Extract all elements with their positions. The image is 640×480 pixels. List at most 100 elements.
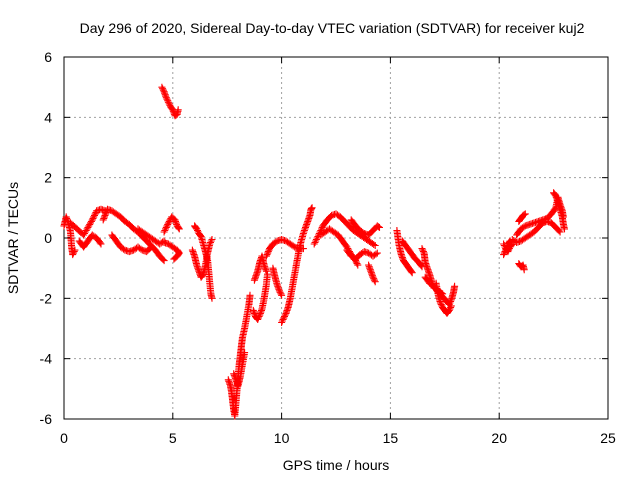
data-point-marker bbox=[313, 234, 321, 242]
data-point-marker bbox=[99, 216, 107, 224]
data-point-marker bbox=[555, 227, 563, 235]
data-point-marker bbox=[359, 229, 367, 236]
data-point-marker bbox=[164, 98, 172, 106]
data-point-marker bbox=[255, 312, 263, 320]
data-point-marker bbox=[370, 276, 378, 284]
data-point-marker bbox=[314, 233, 322, 240]
data-point-marker bbox=[371, 242, 379, 249]
data-point-marker bbox=[311, 239, 319, 246]
data-point-marker bbox=[101, 211, 109, 219]
data-point-marker bbox=[278, 319, 286, 326]
data-point-marker bbox=[556, 228, 564, 236]
data-point-marker bbox=[264, 248, 272, 256]
data-point-marker bbox=[500, 249, 508, 257]
data-point-marker bbox=[368, 272, 376, 280]
data-point-marker bbox=[376, 223, 383, 231]
data-point-marker bbox=[87, 217, 95, 225]
data-point-marker bbox=[208, 294, 216, 302]
data-point-marker bbox=[275, 287, 283, 295]
data-point-marker bbox=[165, 100, 173, 108]
data-point-marker bbox=[165, 217, 173, 225]
data-point-marker bbox=[305, 213, 313, 221]
data-point-marker bbox=[160, 228, 168, 236]
grid bbox=[64, 57, 608, 419]
data-point-marker bbox=[552, 193, 560, 201]
data-point-marker bbox=[277, 290, 285, 298]
data-point-marker bbox=[137, 245, 145, 253]
data-point-marker bbox=[447, 303, 455, 311]
data-point-marker bbox=[312, 236, 320, 243]
data-point-marker bbox=[446, 299, 454, 307]
data-point-marker bbox=[100, 214, 108, 222]
data-point-marker bbox=[447, 302, 455, 310]
data-point-marker bbox=[230, 370, 238, 378]
data-point-marker bbox=[252, 272, 260, 280]
data-point-marker bbox=[281, 312, 288, 320]
data-point-marker bbox=[163, 222, 171, 230]
data-point-marker bbox=[70, 248, 78, 256]
data-point-marker bbox=[553, 196, 561, 204]
data-point-marker bbox=[172, 217, 179, 225]
data-point-marker bbox=[289, 242, 297, 250]
data-point-marker bbox=[91, 210, 99, 218]
y-axis-label: SDTVAR / TECUs bbox=[5, 182, 21, 294]
data-point-marker bbox=[100, 213, 108, 221]
data-point-marker bbox=[318, 225, 325, 233]
data-point-marker bbox=[304, 217, 312, 225]
data-point-marker bbox=[249, 306, 257, 314]
data-point-marker bbox=[164, 220, 172, 228]
data-point-marker bbox=[365, 261, 373, 269]
data-point-marker bbox=[370, 241, 378, 248]
data-point-marker bbox=[520, 211, 528, 219]
data-point-marker bbox=[262, 267, 270, 275]
data-point-marker bbox=[423, 263, 431, 271]
x-tick-label: 20 bbox=[491, 430, 507, 446]
chart-title: Day 296 of 2020, Sidereal Day-to-day VTE… bbox=[80, 20, 585, 36]
data-point-marker bbox=[159, 86, 167, 94]
data-point-marker bbox=[69, 251, 77, 259]
data-point-marker bbox=[162, 92, 170, 100]
x-tick-label: 15 bbox=[383, 430, 399, 446]
data-point-marker bbox=[261, 263, 269, 271]
data-point-marker bbox=[97, 240, 105, 248]
data-point-marker bbox=[207, 237, 215, 245]
data-point-marker bbox=[372, 250, 380, 258]
data-point-marker bbox=[163, 95, 171, 103]
x-tick-label: 10 bbox=[274, 430, 290, 446]
data-point-marker bbox=[254, 314, 262, 322]
data-point-marker bbox=[69, 249, 77, 257]
data-point-marker bbox=[102, 210, 110, 218]
data-point-marker bbox=[500, 251, 508, 259]
data-point-marker bbox=[272, 238, 280, 246]
y-tick-label: 6 bbox=[44, 49, 52, 65]
data-point-marker bbox=[175, 225, 183, 233]
data-point-marker bbox=[85, 222, 93, 230]
data-point-marker bbox=[206, 240, 214, 248]
data-point-marker bbox=[446, 305, 454, 313]
data-point-marker bbox=[407, 268, 415, 276]
data-point-marker bbox=[373, 249, 381, 257]
data-point-marker bbox=[161, 89, 169, 97]
data-point-marker bbox=[193, 225, 201, 233]
data-point-marker bbox=[273, 281, 281, 289]
data-point-marker bbox=[354, 261, 362, 269]
data-point-marker bbox=[279, 315, 287, 323]
data-point-marker bbox=[425, 269, 433, 277]
y-tick-label: 0 bbox=[44, 230, 52, 246]
data-point-marker bbox=[160, 257, 168, 265]
data-point-marker bbox=[263, 251, 271, 259]
data-point-marker bbox=[170, 255, 178, 263]
data-point-marker bbox=[159, 85, 167, 93]
data-point-marker bbox=[280, 314, 288, 322]
data-point-marker bbox=[502, 246, 510, 254]
data-point-marker bbox=[71, 246, 79, 254]
data-point-marker bbox=[451, 282, 459, 290]
data-point-marker bbox=[63, 214, 71, 222]
x-tick-label: 25 bbox=[600, 430, 616, 446]
data-point-marker bbox=[264, 270, 271, 278]
data-point-marker bbox=[283, 306, 291, 314]
data-point-marker bbox=[437, 300, 445, 308]
data-point-marker bbox=[419, 248, 427, 256]
data-point-marker bbox=[162, 223, 170, 231]
data-point-marker bbox=[190, 251, 198, 259]
